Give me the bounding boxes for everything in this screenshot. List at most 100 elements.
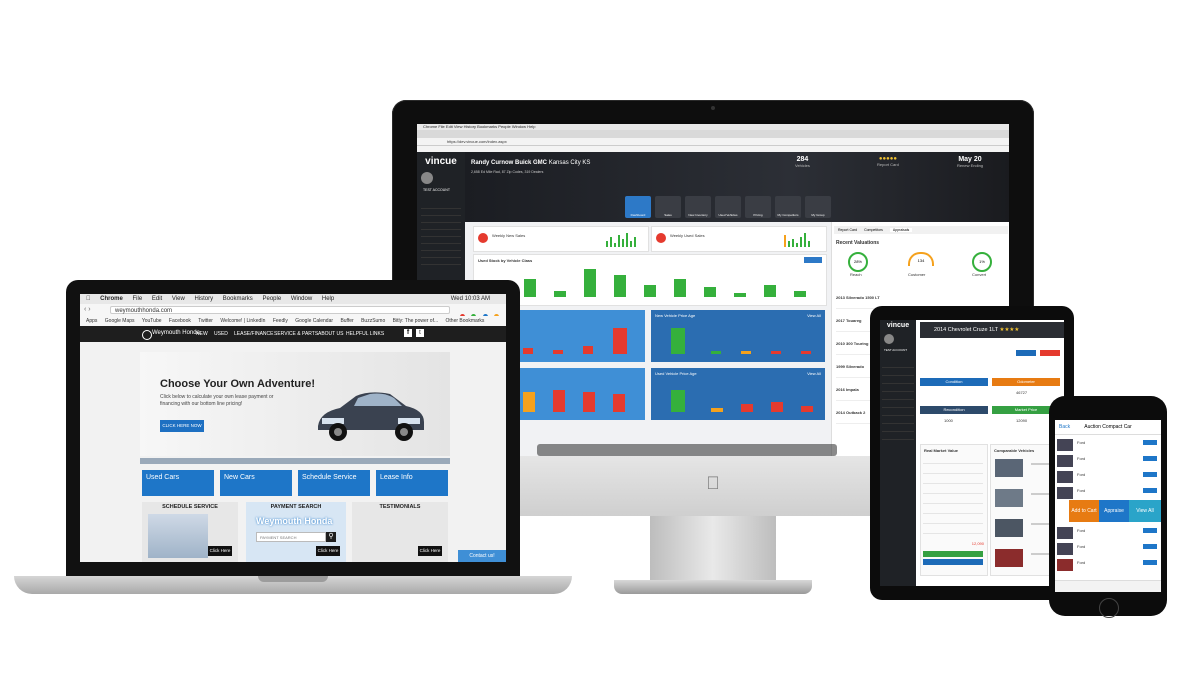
recondition-value[interactable]: 1000 (944, 418, 953, 423)
toolbar-my-competitors[interactable]: My Competitors (775, 196, 801, 218)
sidebar-item[interactable] (882, 408, 914, 416)
vincue-logo[interactable]: vincue (886, 322, 910, 329)
schedule-service-tile[interactable]: Schedule Service (298, 470, 370, 496)
lease-info-tile[interactable]: Lease Info (376, 470, 448, 496)
toolbar-dashboard[interactable]: Dashboard (625, 196, 651, 218)
back-forward-icon[interactable]: ‹ › (84, 306, 91, 313)
menu-view[interactable]: View (165, 296, 185, 302)
bookmark-bitly[interactable]: Bitly: The power of... (392, 318, 439, 324)
twitter-icon[interactable]: t (416, 329, 424, 337)
click-here-button[interactable]: Click Here (418, 546, 442, 556)
view-all-button[interactable]: View All (1129, 500, 1161, 522)
menu-bookmarks[interactable]: Bookmarks (216, 296, 253, 302)
weekly-used-sales-card[interactable]: Weekly Used Sales (651, 226, 827, 252)
avatar[interactable] (884, 334, 894, 344)
condition-chip[interactable]: Condition (920, 378, 988, 386)
comparable-thumb[interactable] (995, 519, 1023, 537)
sidebar-item[interactable] (421, 230, 461, 237)
mac-dock[interactable] (537, 444, 837, 456)
sidebar-item[interactable] (882, 384, 914, 392)
apple-menu-icon[interactable]:  (86, 296, 91, 302)
action-button[interactable] (1016, 350, 1036, 356)
list-item[interactable]: Ford (1057, 542, 1159, 556)
avatar[interactable] (421, 172, 433, 184)
bookmark-apps[interactable]: Apps (86, 318, 98, 324)
list-item[interactable]: Ford (1057, 486, 1159, 500)
toolbar-new-inventory[interactable]: New Inventory (685, 196, 711, 218)
sidebar-item[interactable] (421, 223, 461, 230)
sidebar-item[interactable] (882, 432, 914, 440)
click-here-button[interactable]: Click Here (316, 546, 340, 556)
action-button[interactable] (1040, 350, 1060, 356)
sidebar-item[interactable] (882, 392, 914, 400)
list-item[interactable]: Ford (1057, 558, 1159, 572)
bookmark-google-maps[interactable]: Google Maps (104, 318, 135, 324)
new-cars-tile[interactable]: New Cars (220, 470, 292, 496)
toolbar-pricing[interactable]: Pricing (745, 196, 771, 218)
sidebar-item[interactable] (882, 368, 914, 376)
comparable-thumb[interactable] (995, 489, 1023, 507)
list-item[interactable]: Ford (1057, 526, 1159, 540)
toolbar-sales[interactable]: Sales (655, 196, 681, 218)
sidebar-item[interactable] (421, 251, 461, 258)
list-item[interactable]: Ford (1057, 438, 1159, 452)
bookmark-feedly[interactable]: Feedly (272, 318, 288, 324)
bookmark-linkedin[interactable]: Welcome! | LinkedIn (220, 318, 266, 324)
sidebar-item[interactable] (421, 244, 461, 251)
nav-helpful-links[interactable]: HELPFUL LINKS (346, 331, 385, 337)
odometer-chip[interactable]: Odometer (992, 378, 1060, 386)
odometer-value[interactable]: 46727 (1016, 390, 1028, 395)
nav-service-parts[interactable]: SERVICE & PARTS (274, 331, 319, 337)
click-here-now-button[interactable]: CLICK HERE NOW (160, 420, 204, 432)
toolbar-my-group[interactable]: My Group (805, 196, 831, 218)
sidebar-item[interactable] (421, 237, 461, 244)
sidebar-item[interactable] (421, 209, 461, 216)
view-all-link[interactable]: View All (807, 313, 821, 318)
vincue-logo[interactable]: vincue (425, 156, 457, 167)
facebook-icon[interactable]: f (404, 329, 412, 337)
address-bar[interactable]: weymouthhonda.com (110, 306, 450, 314)
site-brand[interactable]: Weymouth Honda (152, 330, 200, 336)
bookmark-twitter[interactable]: Twitter (198, 318, 213, 324)
appraise-button[interactable]: Appraise (1099, 500, 1129, 522)
phone-tab-bar[interactable] (1055, 580, 1161, 592)
tab-appraisals[interactable]: Appraisals (889, 228, 913, 232)
bookmark-buffer[interactable]: Buffer (340, 318, 354, 324)
sidebar-item[interactable] (882, 360, 914, 368)
nav-about-us[interactable]: ABOUT US (318, 331, 344, 337)
home-button[interactable] (1099, 598, 1119, 618)
bookmark-other[interactable]: Other Bookmarks (445, 318, 485, 324)
sidebar-item[interactable] (421, 258, 461, 265)
nav-new[interactable]: NEW (196, 331, 208, 337)
browser-tab-strip[interactable] (417, 130, 1009, 138)
address-bar[interactable]: https://dev.vincue.com/index.aspx (417, 138, 1009, 146)
bookmark-facebook[interactable]: Facebook (168, 318, 191, 324)
honda-logo-icon[interactable] (142, 330, 152, 340)
bookmark-youtube[interactable]: YouTube (141, 318, 162, 324)
payment-search-input[interactable]: PAYMENT SEARCH (256, 532, 326, 542)
sidebar-item[interactable] (421, 202, 461, 209)
market-price-chip[interactable]: Market Price (992, 406, 1060, 414)
tab-competitors[interactable]: Competitors (864, 228, 883, 232)
list-item[interactable]: Ford (1057, 470, 1159, 484)
recondition-chip[interactable]: Recondition (920, 406, 988, 414)
sidebar-item[interactable] (882, 424, 914, 432)
click-here-button[interactable]: Click Here (208, 546, 232, 556)
comparable-thumb[interactable] (995, 549, 1023, 567)
menu-history[interactable]: History (188, 296, 213, 302)
toolbar-used-vehicles[interactable]: Used Vehicles (715, 196, 741, 218)
nav-used[interactable]: USED (214, 331, 228, 337)
sidebar-item[interactable] (421, 216, 461, 223)
sidebar-item[interactable] (882, 376, 914, 384)
market-price-value[interactable]: 12090 (1016, 418, 1028, 423)
tab-report-card[interactable]: Report Card (838, 228, 858, 232)
carousel-indicator[interactable] (140, 458, 450, 464)
view-chart-button[interactable] (804, 257, 822, 263)
menu-help[interactable]: Help (315, 296, 334, 302)
nav-lease-finance[interactable]: LEASE/FINANCE (234, 331, 274, 337)
used-cars-tile[interactable]: Used Cars (142, 470, 214, 496)
view-all-link[interactable]: View All (807, 371, 821, 376)
weekly-new-sales-card[interactable]: Weekly New Sales (473, 226, 649, 252)
extension-icons[interactable] (460, 306, 500, 319)
sidebar-item[interactable] (882, 416, 914, 424)
